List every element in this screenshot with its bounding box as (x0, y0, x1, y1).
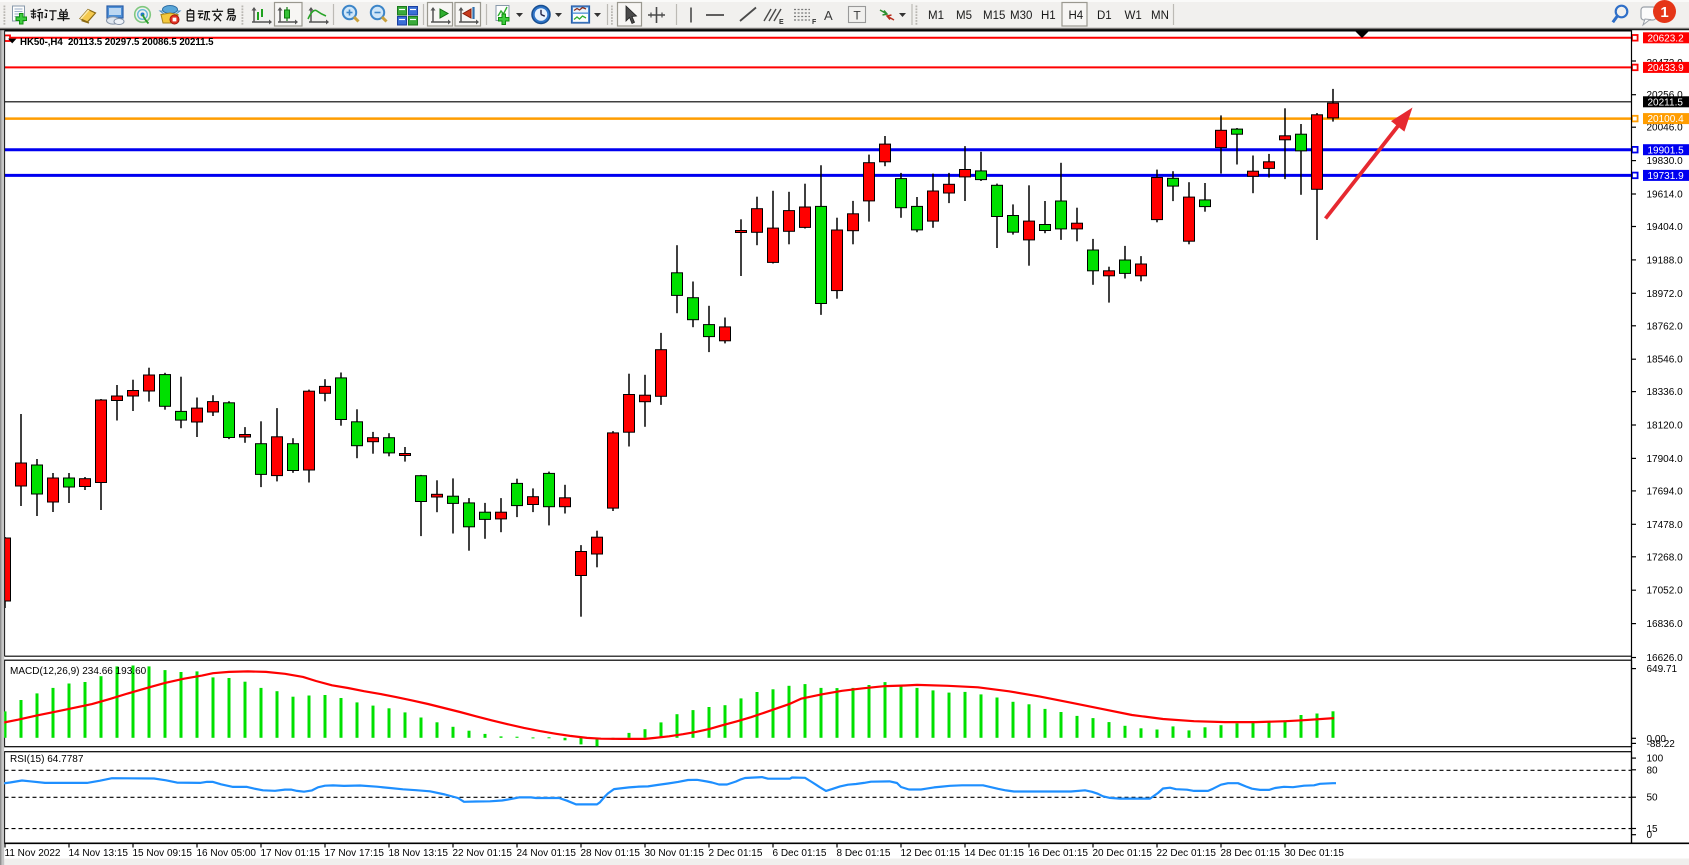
svg-text:2 Dec 01:15: 2 Dec 01:15 (709, 848, 763, 859)
svg-text:M1: M1 (928, 10, 944, 22)
svg-text:18762.0: 18762.0 (1647, 321, 1684, 332)
svg-text:18546.0: 18546.0 (1647, 355, 1684, 366)
svg-text:17 Nov 01:15: 17 Nov 01:15 (261, 848, 321, 859)
svg-text:17478.0: 17478.0 (1647, 520, 1684, 531)
svg-text:11 Nov 2022: 11 Nov 2022 (5, 848, 61, 859)
svg-text:30 Dec 01:15: 30 Dec 01:15 (1285, 848, 1345, 859)
svg-text:100: 100 (1647, 754, 1664, 765)
svg-text:T: T (853, 9, 861, 23)
svg-text:14 Dec 01:15: 14 Dec 01:15 (965, 848, 1025, 859)
svg-text:M15: M15 (983, 10, 1005, 22)
svg-text:0.00: 0.00 (1647, 734, 1667, 745)
svg-text:19731.9: 19731.9 (1648, 171, 1685, 182)
svg-text:M30: M30 (1010, 10, 1032, 22)
svg-text:18336.0: 18336.0 (1647, 387, 1684, 398)
svg-text:12 Dec 01:15: 12 Dec 01:15 (901, 848, 961, 859)
svg-text:19188.0: 19188.0 (1647, 255, 1684, 266)
svg-text:50: 50 (1647, 793, 1659, 804)
svg-text:E: E (779, 19, 784, 26)
svg-text:17 Nov 17:15: 17 Nov 17:15 (325, 848, 385, 859)
svg-text:W1: W1 (1125, 10, 1142, 22)
svg-text:MACD(12,26,9) 234.66 193.60: MACD(12,26,9) 234.66 193.60 (10, 666, 147, 677)
svg-text:RSI(15) 64.7787: RSI(15) 64.7787 (10, 754, 84, 765)
svg-text:19614.0: 19614.0 (1647, 190, 1684, 201)
svg-text:6 Dec 01:15: 6 Dec 01:15 (773, 848, 827, 859)
svg-text:15 Nov 09:15: 15 Nov 09:15 (133, 848, 193, 859)
svg-text:0: 0 (1647, 830, 1653, 841)
svg-text:17904.0: 17904.0 (1647, 454, 1684, 465)
svg-text:16836.0: 16836.0 (1647, 619, 1684, 630)
svg-text:24 Nov 01:15: 24 Nov 01:15 (517, 848, 577, 859)
svg-text:20 Dec 01:15: 20 Dec 01:15 (1093, 848, 1153, 859)
svg-text:M5: M5 (956, 10, 972, 22)
svg-text:18120.0: 18120.0 (1647, 421, 1684, 432)
svg-text:20100.4: 20100.4 (1648, 114, 1685, 125)
svg-text:16 Dec 01:15: 16 Dec 01:15 (1029, 848, 1089, 859)
svg-text:-88.22: -88.22 (1647, 739, 1676, 750)
svg-text:D1: D1 (1097, 10, 1112, 22)
svg-text:15: 15 (1647, 824, 1659, 835)
svg-text:H1: H1 (1041, 10, 1056, 22)
svg-text:14 Nov 13:15: 14 Nov 13:15 (69, 848, 129, 859)
svg-text:18972.0: 18972.0 (1647, 289, 1684, 300)
svg-text:A: A (824, 8, 833, 23)
svg-text:16 Nov 05:00: 16 Nov 05:00 (197, 848, 257, 859)
svg-text:17052.0: 17052.0 (1647, 586, 1684, 597)
svg-text:20256.0: 20256.0 (1647, 90, 1684, 101)
svg-text:F: F (812, 19, 817, 26)
svg-text:28 Nov 01:15: 28 Nov 01:15 (581, 848, 641, 859)
svg-text:17694.0: 17694.0 (1647, 486, 1684, 497)
svg-text:20433.9: 20433.9 (1648, 63, 1685, 74)
svg-text:20046.0: 20046.0 (1647, 123, 1684, 134)
svg-text:649.71: 649.71 (1647, 664, 1678, 675)
svg-text:HK50-,H4 20113.5 20297.5 2008: HK50-,H4 20113.5 20297.5 20086.5 20211.5 (20, 37, 214, 48)
svg-text:8 Dec 01:15: 8 Dec 01:15 (837, 848, 891, 859)
svg-text:18 Nov 13:15: 18 Nov 13:15 (389, 848, 449, 859)
svg-text:20623.2: 20623.2 (1648, 33, 1685, 44)
svg-text:80: 80 (1647, 765, 1659, 776)
svg-text:30 Nov 01:15: 30 Nov 01:15 (645, 848, 705, 859)
svg-text:22 Dec 01:15: 22 Dec 01:15 (1157, 848, 1217, 859)
svg-text:H4: H4 (1069, 10, 1084, 22)
svg-text:1: 1 (1660, 4, 1668, 21)
svg-text:16626.0: 16626.0 (1647, 653, 1684, 664)
svg-text:20211.5: 20211.5 (1648, 97, 1684, 108)
svg-text:19901.5: 19901.5 (1648, 145, 1685, 156)
svg-text:19830.0: 19830.0 (1647, 156, 1684, 167)
svg-text:MN: MN (1151, 10, 1169, 22)
svg-text:17268.0: 17268.0 (1647, 552, 1684, 563)
svg-text:22 Nov 01:15: 22 Nov 01:15 (453, 848, 513, 859)
svg-text:28 Dec 01:15: 28 Dec 01:15 (1221, 848, 1281, 859)
svg-text:19404.0: 19404.0 (1647, 222, 1684, 233)
